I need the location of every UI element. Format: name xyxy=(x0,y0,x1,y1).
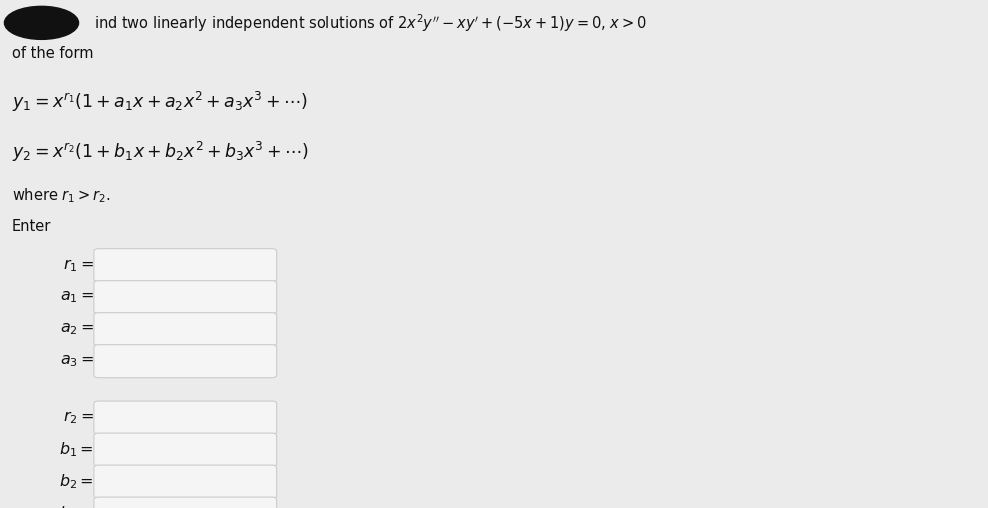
Text: $a_1 =$: $a_1 =$ xyxy=(59,290,94,305)
Text: $b_3 =$: $b_3 =$ xyxy=(59,504,94,508)
FancyBboxPatch shape xyxy=(94,465,277,498)
Text: $a_2 =$: $a_2 =$ xyxy=(59,322,94,337)
Text: of the form: of the form xyxy=(12,46,93,61)
Text: $y_2 = x^{r_2}(1 + b_1 x + b_2 x^2 + b_3 x^3 + \cdots)$: $y_2 = x^{r_2}(1 + b_1 x + b_2 x^2 + b_3… xyxy=(12,140,309,165)
Text: $b_1 =$: $b_1 =$ xyxy=(59,440,94,459)
Text: where $r_1 > r_2$.: where $r_1 > r_2$. xyxy=(12,186,111,205)
FancyBboxPatch shape xyxy=(94,401,277,434)
FancyBboxPatch shape xyxy=(94,433,277,466)
Text: $r_1 =$: $r_1 =$ xyxy=(63,257,94,273)
FancyBboxPatch shape xyxy=(94,345,277,378)
Text: $b_2 =$: $b_2 =$ xyxy=(59,472,94,491)
FancyBboxPatch shape xyxy=(94,313,277,346)
Text: Enter: Enter xyxy=(12,218,51,234)
Text: $y_1 = x^{r_1}(1 + a_1 x + a_2 x^2 + a_3 x^3 + \cdots)$: $y_1 = x^{r_1}(1 + a_1 x + a_2 x^2 + a_3… xyxy=(12,89,308,114)
FancyBboxPatch shape xyxy=(94,280,277,314)
Text: $r_2 =$: $r_2 =$ xyxy=(63,409,94,426)
FancyBboxPatch shape xyxy=(94,249,277,281)
Text: $a_3 =$: $a_3 =$ xyxy=(59,354,94,369)
Ellipse shape xyxy=(5,7,79,40)
FancyBboxPatch shape xyxy=(94,497,277,508)
Text: ind two linearly independent solutions of $2x^2y'' - xy' + (-5x + 1)y = 0$, $x >: ind two linearly independent solutions o… xyxy=(94,12,646,34)
